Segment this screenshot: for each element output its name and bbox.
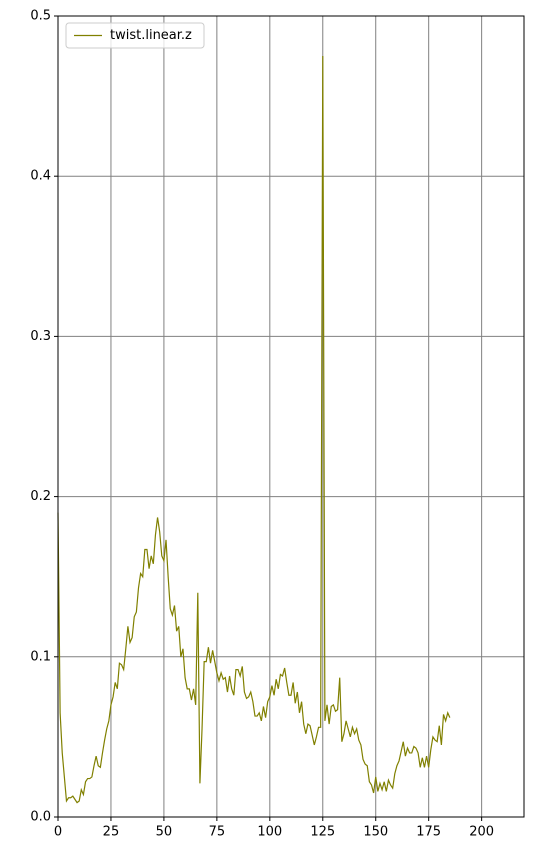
y-tick-label: 0.3 [30, 329, 51, 344]
x-tick-label: 75 [209, 825, 226, 840]
y-tick-label: 0.1 [30, 649, 51, 664]
x-tick-label: 125 [310, 825, 335, 840]
legend-label: twist.linear.z [110, 28, 192, 43]
data-line [57, 56, 451, 804]
x-tick-label: 0 [54, 825, 62, 840]
x-tick-label: 175 [416, 825, 441, 840]
y-tick-label: 0.0 [30, 810, 51, 825]
x-tick-label: 100 [257, 825, 282, 840]
y-tick-label: 0.4 [30, 169, 51, 184]
x-tick-label: 50 [156, 825, 173, 840]
legend-box [65, 22, 205, 49]
x-tick-label: 150 [363, 825, 388, 840]
x-tick-label: 25 [103, 825, 120, 840]
x-tick-label: 200 [469, 825, 494, 840]
y-tick-label: 0.2 [30, 489, 51, 504]
plot-frame [57, 15, 525, 818]
y-tick-label: 0.5 [30, 9, 51, 24]
